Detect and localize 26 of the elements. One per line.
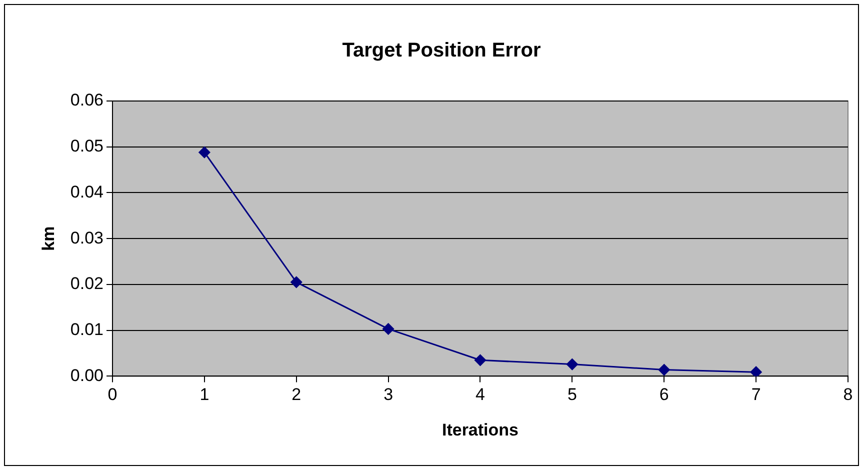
- x-tick-label: 8: [843, 385, 853, 404]
- point: [198, 146, 210, 158]
- y-tick-label: 0.01: [70, 320, 104, 340]
- point: [566, 358, 578, 370]
- y-tick-label: 0.06: [70, 90, 104, 110]
- x-tick-label: 6: [659, 385, 669, 404]
- y-tick-label: 0.02: [70, 274, 104, 294]
- point: [658, 364, 670, 376]
- x-tick-label: 0: [108, 385, 118, 404]
- point: [290, 276, 302, 288]
- y-axis-title: km: [38, 226, 58, 251]
- point: [750, 366, 762, 376]
- x-tick-label: 5: [567, 385, 577, 404]
- x-axis-title: Iterations: [442, 420, 519, 440]
- chart-title: Target Position Error: [342, 40, 541, 62]
- x-tick-label: 1: [200, 385, 210, 404]
- point: [474, 354, 486, 366]
- y-tick-label: 0.05: [70, 136, 104, 156]
- x-tick-label: 3: [384, 385, 394, 404]
- x-tick-label: 4: [476, 385, 485, 404]
- x-tick-label: 2: [292, 385, 302, 404]
- y-tick-label: 0.00: [70, 366, 104, 385]
- y-tick-label: 0.04: [70, 182, 104, 202]
- x-tick-label: 7: [751, 385, 761, 404]
- point: [382, 323, 394, 335]
- y-tick-label: 0.03: [70, 228, 104, 248]
